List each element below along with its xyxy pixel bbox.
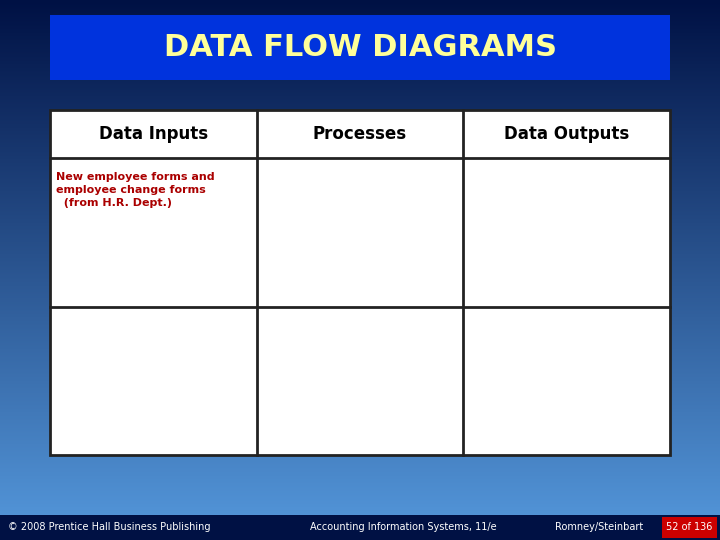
Text: 52 of 136: 52 of 136	[666, 523, 712, 532]
Text: (from H.R. Dept.): (from H.R. Dept.)	[56, 198, 172, 208]
FancyBboxPatch shape	[50, 110, 670, 455]
FancyBboxPatch shape	[0, 515, 720, 540]
Text: New employee forms and: New employee forms and	[56, 172, 215, 182]
FancyBboxPatch shape	[662, 517, 717, 538]
Text: Processes: Processes	[313, 125, 407, 143]
Text: Accounting Information Systems, 11/e: Accounting Information Systems, 11/e	[310, 523, 497, 532]
Text: Romney/Steinbart: Romney/Steinbart	[555, 523, 643, 532]
Text: DATA FLOW DIAGRAMS: DATA FLOW DIAGRAMS	[163, 33, 557, 62]
Text: Data Inputs: Data Inputs	[99, 125, 208, 143]
FancyBboxPatch shape	[50, 15, 670, 80]
Text: Data Outputs: Data Outputs	[504, 125, 629, 143]
Text: employee change forms: employee change forms	[56, 185, 206, 195]
Text: © 2008 Prentice Hall Business Publishing: © 2008 Prentice Hall Business Publishing	[8, 523, 210, 532]
